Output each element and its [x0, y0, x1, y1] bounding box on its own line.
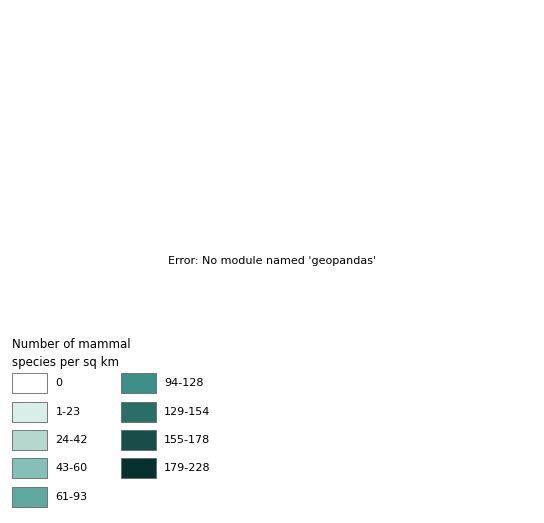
Bar [12, 486, 47, 507]
Bar [121, 373, 156, 393]
Text: Error: No module named 'geopandas': Error: No module named 'geopandas' [168, 256, 376, 267]
Bar [121, 430, 156, 450]
Text: Number of mammal
species per sq km: Number of mammal species per sq km [12, 338, 131, 369]
Text: 61-93: 61-93 [55, 492, 88, 502]
Text: 94-128: 94-128 [164, 378, 204, 388]
Bar [121, 458, 156, 479]
Text: 0: 0 [55, 378, 63, 388]
Bar [12, 458, 47, 479]
Text: 43-60: 43-60 [55, 463, 88, 473]
Text: 179-228: 179-228 [164, 463, 211, 473]
Text: 24-42: 24-42 [55, 435, 88, 445]
Bar [12, 402, 47, 422]
Text: 129-154: 129-154 [164, 406, 211, 417]
Text: 155-178: 155-178 [164, 435, 211, 445]
Bar [12, 373, 47, 393]
Text: 1-23: 1-23 [55, 406, 81, 417]
Bar [12, 430, 47, 450]
Bar [121, 402, 156, 422]
